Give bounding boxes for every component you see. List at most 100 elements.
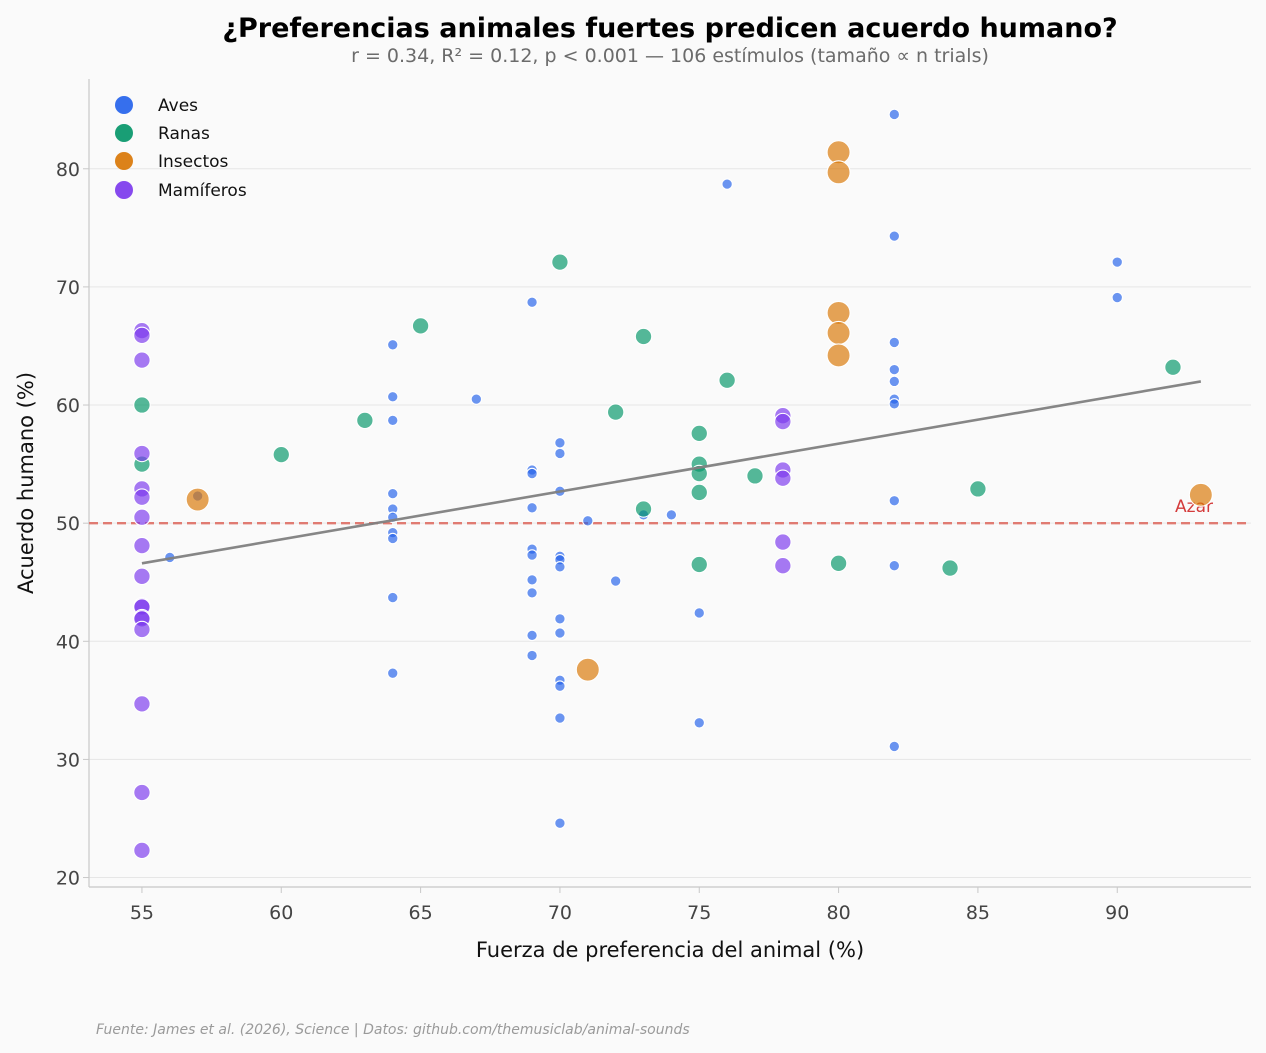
point-insectos (826, 343, 851, 368)
x-tick-label: 65 (409, 902, 433, 924)
point-aves (526, 649, 538, 662)
x-tick-label: 75 (687, 902, 711, 924)
point-ranas (272, 445, 291, 464)
legend-label-insectos: Insectos (158, 152, 229, 172)
point-aves (526, 574, 538, 586)
x-tick-label: 90 (1105, 902, 1129, 924)
point-aves (554, 680, 566, 692)
point-ranas (1164, 358, 1182, 376)
legend-marker-mamiferos (115, 181, 133, 199)
point-aves (665, 509, 678, 521)
x-tick-label: 70 (548, 902, 572, 924)
y-tick-label: 40 (56, 631, 80, 653)
x-tick-label: 85 (966, 902, 990, 924)
x-tick-label: 60 (269, 902, 293, 924)
point-aves (554, 817, 566, 829)
point-ranas (690, 555, 709, 574)
point-aves (386, 532, 399, 545)
point-ranas (718, 371, 736, 389)
point-mamiferos (133, 783, 151, 802)
point-mamiferos (774, 556, 792, 575)
point-aves (1111, 256, 1123, 268)
point-aves (888, 108, 901, 121)
y-tick-label: 80 (56, 159, 80, 181)
y-tick-label: 20 (56, 868, 80, 890)
point-aves (693, 607, 706, 619)
point-aves (888, 230, 901, 242)
point-mamiferos (133, 444, 151, 463)
point-insectos (185, 487, 210, 512)
point-insectos (826, 160, 851, 185)
point-aves (386, 339, 399, 351)
point-aves (888, 363, 901, 376)
chart-title: ¿Preferencias animales fuertes predicen … (222, 13, 1117, 44)
point-insectos (575, 657, 600, 682)
point-ranas (746, 467, 764, 485)
x-tick-label: 55 (130, 902, 154, 924)
point-aves (386, 487, 399, 500)
y-tick-label: 60 (56, 395, 80, 417)
point-mamiferos (133, 508, 151, 527)
point-aves (888, 740, 901, 753)
point-ranas (969, 480, 987, 498)
legend: Aves Ranas Insectos Mamíferos (115, 96, 247, 201)
point-ranas (551, 253, 569, 271)
point-aves (888, 336, 901, 349)
point-ranas (941, 559, 959, 577)
point-aves (386, 667, 399, 679)
point-mamiferos (774, 533, 792, 551)
point-mamiferos (133, 695, 151, 713)
point-aves (888, 398, 901, 410)
point-aves (526, 587, 538, 599)
point-aves (526, 502, 538, 514)
point-aves (888, 559, 901, 572)
point-ranas (634, 500, 653, 518)
legend-marker-aves (115, 96, 133, 114)
point-aves (554, 712, 566, 724)
point-mamiferos (774, 469, 792, 488)
point-aves (1111, 291, 1123, 304)
point-aves (554, 613, 566, 625)
point-aves (386, 414, 399, 427)
point-aves (693, 717, 706, 729)
y-tick-label: 30 (56, 749, 80, 771)
axes (88, 79, 1251, 888)
series-ranas (133, 253, 1182, 577)
tick-labels: 20 30 40 50 60 70 80 55 60 65 70 75 80 85 90 (56, 159, 1130, 924)
y-axis-label: Acuerdo humano (%) (14, 372, 38, 594)
point-ranas (411, 317, 430, 335)
legend-label-ranas: Ranas (158, 124, 210, 144)
point-aves (554, 437, 566, 449)
point-ranas (690, 483, 709, 502)
point-mamiferos (133, 326, 151, 345)
point-aves (721, 178, 733, 190)
point-aves (526, 296, 538, 309)
series-insectos (185, 140, 1213, 682)
source-note: Fuente: James et al. (2026), Science | D… (96, 1022, 690, 1038)
point-ranas (690, 424, 709, 443)
point-aves (526, 629, 538, 642)
point-mamiferos (133, 488, 151, 506)
trend-line (141, 380, 1202, 565)
point-mamiferos (774, 412, 792, 431)
series-aves (164, 108, 1123, 829)
point-ranas (829, 554, 848, 573)
point-insectos (826, 320, 851, 346)
point-ranas (606, 403, 625, 421)
point-aves (609, 575, 622, 587)
point-aves (888, 375, 901, 388)
point-aves (554, 561, 566, 573)
point-insectos (1188, 482, 1213, 507)
legend-marker-ranas (115, 124, 133, 142)
point-ranas (356, 411, 374, 430)
legend-marker-insectos (115, 152, 133, 170)
y-tick-label: 70 (56, 277, 80, 299)
point-aves (554, 627, 566, 639)
series-mamiferos (133, 321, 792, 860)
point-ranas (133, 396, 151, 414)
point-mamiferos (133, 620, 151, 639)
point-aves (554, 447, 566, 460)
chart-subtitle: r = 0.34, R² = 0.12, p < 0.001 — 106 est… (351, 45, 989, 67)
point-aves (526, 467, 538, 480)
